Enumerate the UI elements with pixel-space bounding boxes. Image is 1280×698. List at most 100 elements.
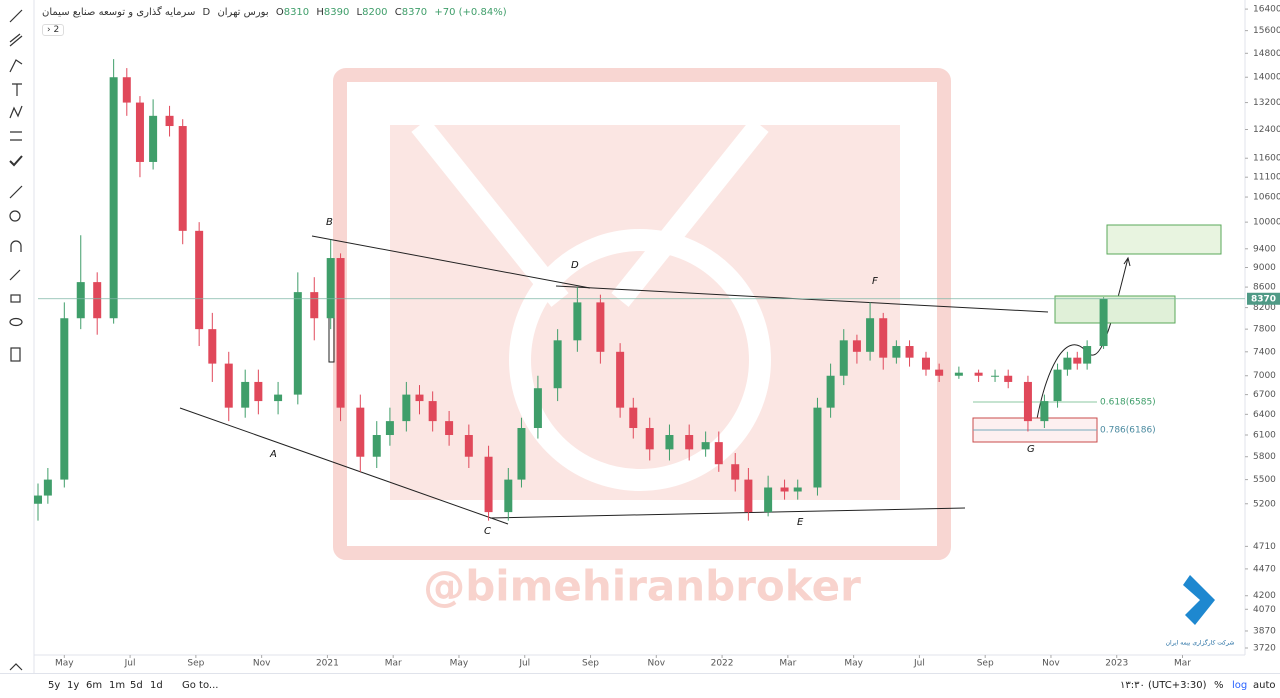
candle-body — [813, 407, 822, 488]
candle-body — [1063, 357, 1072, 370]
candle-body — [905, 346, 914, 358]
ohlc-label: O — [275, 7, 284, 18]
logo-text: شرکت کارگزاری بیمه ایران — [1166, 639, 1235, 647]
last-price-label: 8370 — [1251, 294, 1276, 304]
candle-body — [573, 302, 582, 341]
ohlc-value: 8390 — [323, 7, 350, 18]
candle-body — [428, 401, 437, 422]
candle-body — [780, 487, 789, 492]
y-tick-label: 10600 — [1253, 193, 1280, 203]
point-label: D — [571, 260, 579, 271]
y-tick-label: 3720 — [1253, 643, 1276, 653]
y-tick-label: 6700 — [1253, 390, 1276, 400]
candle-body — [165, 115, 174, 127]
last-price-box — [1247, 292, 1280, 305]
candle-body — [241, 381, 250, 408]
candle-body — [701, 442, 710, 450]
candle-body — [293, 292, 302, 395]
y-tick-label: 4470 — [1253, 564, 1276, 574]
range-button[interactable]: 6m — [86, 680, 103, 691]
candle-body — [385, 421, 394, 436]
range-button[interactable]: 5y — [48, 680, 61, 691]
candle-body — [1073, 357, 1082, 364]
x-tick-label: 2022 — [711, 659, 734, 669]
candle-body — [665, 435, 674, 450]
range-button[interactable]: 1d — [150, 680, 163, 691]
fib-label: 0.618(6585) — [1100, 398, 1156, 408]
candle-body — [991, 375, 1000, 377]
x-tick-label: Jul — [913, 659, 925, 669]
point-label: C — [484, 526, 491, 537]
y-tick-label: 11600 — [1253, 154, 1280, 164]
candle-body — [484, 456, 493, 513]
log-toggle[interactable]: log — [1232, 680, 1248, 691]
x-tick-label: May — [450, 659, 469, 669]
candle-body — [224, 363, 233, 408]
x-tick-label: Sep — [187, 659, 204, 669]
pattern-labels: A B C D E F G — [269, 217, 1035, 537]
candle-body — [974, 372, 983, 376]
x-tick-label: May — [844, 659, 863, 669]
candle-body — [879, 318, 888, 358]
candle-body — [1053, 369, 1062, 402]
ohlc-label: C — [394, 7, 402, 18]
candle-body — [76, 282, 85, 319]
auto-toggle[interactable]: auto — [1253, 680, 1276, 691]
candle-body — [310, 292, 319, 319]
percent-toggle[interactable]: % — [1214, 680, 1224, 691]
y-tick-label: 8600 — [1253, 283, 1276, 293]
y-tick-label: 7400 — [1253, 347, 1276, 357]
ohlc-label: L — [356, 7, 363, 18]
range-button[interactable]: 1y — [67, 680, 80, 691]
indicator-toggle[interactable]: › 2 — [42, 24, 65, 36]
candle-body — [208, 329, 217, 364]
left-toolbar — [0, 0, 34, 673]
x-tick-label: Nov — [648, 659, 666, 669]
candle-body — [135, 102, 144, 162]
point-label: G — [1027, 444, 1035, 455]
indicator-count: 2 — [53, 25, 60, 35]
ohlc-value: 8310 — [283, 7, 310, 18]
interval[interactable]: D — [202, 7, 211, 18]
y-tick-label: 14000 — [1253, 73, 1280, 83]
candle-body — [1023, 381, 1032, 422]
x-tick-label: 2021 — [316, 659, 339, 669]
candle-body — [122, 77, 131, 103]
y-tick-label: 4070 — [1253, 605, 1276, 615]
candle-body — [935, 369, 944, 376]
candle-body — [1004, 375, 1013, 382]
y-tick-label: 16400 — [1253, 5, 1280, 15]
y-tick-label: 4710 — [1253, 542, 1276, 552]
point-label: B — [326, 217, 333, 228]
goto-button[interactable]: Go to... — [182, 680, 219, 691]
candle-body — [60, 318, 69, 480]
symbol-title: سرمایه گذاری و توسعه صنایع سیمان — [42, 7, 196, 18]
x-tick-label: Sep — [977, 659, 994, 669]
candle-body — [464, 435, 473, 457]
y-tick-label: 9000 — [1253, 263, 1276, 273]
candle-body — [685, 435, 694, 450]
candle-body — [504, 479, 513, 513]
x-tick-label: Nov — [253, 659, 271, 669]
ohlc-value: 8200 — [362, 7, 388, 18]
target-box — [1106, 224, 1222, 255]
fib-label: 0.786(6186) — [1100, 426, 1156, 436]
range-button[interactable]: 5d — [130, 680, 143, 691]
candle-body — [793, 487, 802, 492]
candle-body — [921, 357, 930, 370]
candle-body — [714, 442, 723, 465]
resistance-box — [1054, 295, 1176, 324]
y-tick-label: 7000 — [1253, 371, 1276, 381]
y-tick-label: 6400 — [1253, 410, 1276, 420]
y-tick-label: 11100 — [1253, 173, 1280, 183]
candle-body — [149, 115, 158, 162]
y-tick-label: 12400 — [1253, 125, 1280, 135]
range-button[interactable]: 1m — [109, 680, 126, 691]
tool-icons[interactable] — [9, 9, 23, 671]
watermark: @bimehiranbroker — [423, 562, 861, 611]
candle-body — [402, 394, 411, 422]
y-tick-label: 5200 — [1253, 499, 1276, 509]
candle-body — [43, 479, 52, 496]
candle-body — [616, 351, 625, 408]
y-tick-label: 5800 — [1253, 452, 1276, 462]
